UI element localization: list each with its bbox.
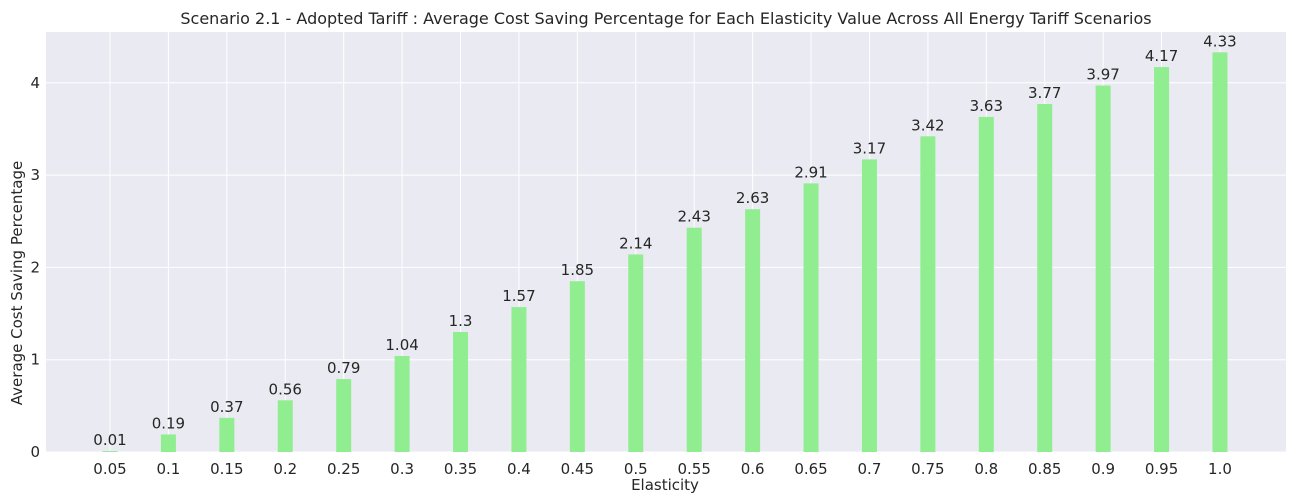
bar (102, 451, 118, 452)
x-tick-label: 0.9 (1091, 460, 1115, 478)
bar (511, 307, 527, 452)
bar-value-label: 3.97 (1086, 66, 1119, 84)
bar (628, 254, 644, 452)
bar (336, 379, 352, 452)
x-tick-label: 0.15 (210, 460, 243, 478)
bar (1154, 67, 1170, 453)
bar-value-label: 0.19 (152, 414, 185, 432)
bar-value-label: 3.63 (970, 97, 1003, 115)
bar (861, 159, 877, 452)
y-tick-label: 4 (30, 74, 40, 92)
x-tick-label: 0.75 (911, 460, 944, 478)
bar-value-label: 2.43 (677, 208, 710, 226)
y-tick-labels: 0 1 2 3 4 (30, 74, 40, 461)
x-tick-label: 0.3 (390, 460, 414, 478)
y-tick-label: 2 (30, 258, 40, 276)
bar (1212, 52, 1228, 453)
bar-value-label: 0.01 (93, 431, 126, 449)
bar (160, 434, 176, 452)
bar (1037, 104, 1053, 452)
x-tick-label: 1.0 (1208, 460, 1232, 478)
y-axis-label: Average Cost Saving Percentage (8, 161, 26, 405)
chart-title: Scenario 2.1 - Adopted Tariff : Average … (180, 9, 1151, 28)
bar (1095, 85, 1111, 453)
x-tick-label: 0.1 (156, 460, 180, 478)
x-tick-label: 0.25 (327, 460, 360, 478)
bar (745, 209, 761, 452)
x-tick-label: 0.45 (561, 460, 594, 478)
x-tick-label: 0.95 (1145, 460, 1178, 478)
bar-value-label: 1.04 (385, 336, 418, 354)
x-axis-label: Elasticity (631, 476, 699, 494)
x-tick-label: 0.7 (858, 460, 882, 478)
bar (978, 116, 994, 452)
bar (219, 417, 235, 452)
x-tick-label: 0.85 (1028, 460, 1061, 478)
bar-value-label: 3.17 (853, 139, 886, 157)
bar-value-label: 4.17 (1145, 47, 1178, 65)
x-tick-labels: 0.05 0.1 0.15 0.2 0.25 0.3 0.35 0.4 0.45 0.5 0.55 0… (93, 460, 1232, 478)
x-tick-label: 0.5 (624, 460, 648, 478)
bar-value-label: 1.85 (561, 261, 594, 279)
bar (277, 400, 293, 452)
bar-value-label: 0.37 (210, 398, 243, 416)
bar (394, 356, 410, 452)
bar-value-label: 2.91 (794, 163, 827, 181)
x-tick-label: 0.05 (93, 460, 126, 478)
plot-area (46, 32, 1286, 452)
bar (920, 136, 936, 453)
bar-value-label: 1.57 (502, 287, 535, 305)
bar (686, 227, 702, 452)
bar (803, 183, 819, 452)
x-tick-label: 0.4 (507, 460, 531, 478)
x-tick-label: 0.65 (794, 460, 827, 478)
x-tick-label: 0.8 (974, 460, 998, 478)
bars (102, 52, 1228, 453)
bar-value-label: 0.79 (327, 359, 360, 377)
bar-value-label: 1.3 (449, 312, 473, 330)
bar (453, 332, 469, 452)
x-tick-label: 0.2 (273, 460, 297, 478)
x-tick-label: 0.6 (741, 460, 765, 478)
x-tick-label: 0.35 (444, 460, 477, 478)
bar-value-label: 3.77 (1028, 84, 1061, 102)
bar (569, 281, 585, 452)
bar-value-labels: 0.01 0.19 0.37 0.56 0.79 1.04 1.3 1.57 1.85 2.14 2… (93, 32, 1236, 449)
y-tick-label: 1 (30, 351, 40, 369)
x-tick-label: 0.55 (677, 460, 710, 478)
bar-value-label: 2.63 (736, 189, 769, 207)
bar-value-label: 3.42 (911, 116, 944, 134)
bar-value-label: 2.14 (619, 234, 652, 252)
bar-value-label: 0.56 (269, 380, 302, 398)
y-tick-label: 0 (30, 443, 40, 461)
bar-value-label: 4.33 (1203, 32, 1236, 50)
y-tick-label: 3 (30, 166, 40, 184)
